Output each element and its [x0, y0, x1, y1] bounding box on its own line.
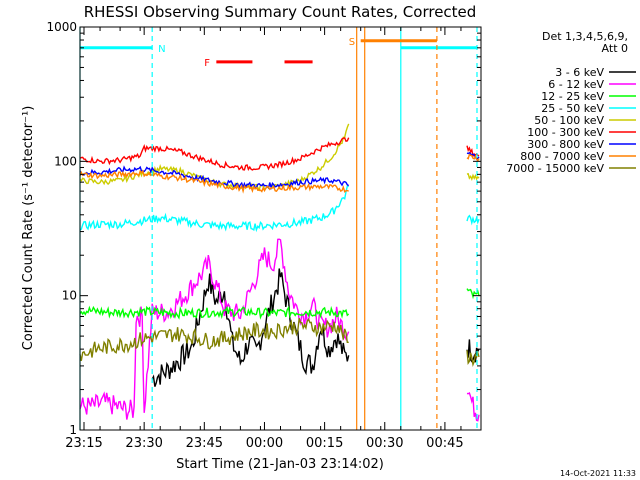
x-tick-label: 00:45: [426, 436, 463, 451]
series-line: [79, 165, 350, 191]
flare-flag-label: F: [204, 58, 210, 69]
x-tick-label: 00:30: [366, 436, 403, 451]
legend-label: 25 - 50 keV: [541, 102, 604, 115]
series-line: [79, 305, 350, 320]
x-tick-label: 23:45: [186, 436, 223, 451]
x-tick-label: 23:30: [125, 436, 162, 451]
series-line: [79, 137, 350, 171]
y-tick-label: 1: [69, 423, 77, 437]
flag-layer: N S F: [79, 27, 478, 430]
series-line: [466, 153, 480, 162]
saa-flag-label: S: [349, 37, 355, 48]
legend-label: 3 - 6 keV: [555, 66, 604, 79]
x-tick-label: 00:00: [246, 436, 283, 451]
legend-label: 800 - 7000 keV: [520, 150, 604, 163]
x-tick-label: 00:15: [306, 436, 343, 451]
plot-layer: [79, 123, 480, 422]
series-line: [151, 268, 350, 387]
chart-title: RHESSI Observing Summary Count Rates, Co…: [84, 3, 477, 21]
plot-frame: [79, 26, 482, 431]
axis-layer: 1 10 100 1000 23:15 23:30 23:45 00:00 00:15 00:30…: [46, 20, 482, 451]
timestamp: 14-Oct-2021 11:33: [560, 469, 636, 478]
night-flag-label: N: [158, 44, 165, 55]
y-axis-label: Corrected Count Rate (s⁻¹ detector⁻¹): [21, 106, 36, 351]
legend-header-attenuator: Att 0: [602, 42, 628, 55]
y-tick-label: 1000: [46, 20, 77, 34]
legend-label: 7000 - 15000 keV: [506, 162, 604, 175]
series-line: [79, 123, 350, 192]
legend-label: 12 - 25 keV: [541, 90, 604, 103]
y-tick-label: 100: [54, 154, 77, 168]
series-line: [79, 185, 349, 233]
series-line: [79, 169, 349, 194]
legend-label: 50 - 100 keV: [534, 114, 604, 127]
series-line: [79, 317, 349, 361]
y-tick-label: 10: [62, 289, 77, 303]
legend-label: 300 - 800 keV: [527, 138, 604, 151]
legend-header-detectors: Det 1,3,4,5,6,9,: [542, 30, 628, 43]
legend-label: 100 - 300 keV: [527, 126, 604, 139]
series-line: [466, 172, 480, 182]
series-line: [79, 238, 350, 420]
x-axis-label: Start Time (21-Jan-03 23:14:02): [176, 457, 384, 472]
series-line: [466, 391, 480, 422]
legend-label: 6 - 12 keV: [548, 78, 604, 91]
x-tick-label: 23:15: [65, 436, 102, 451]
